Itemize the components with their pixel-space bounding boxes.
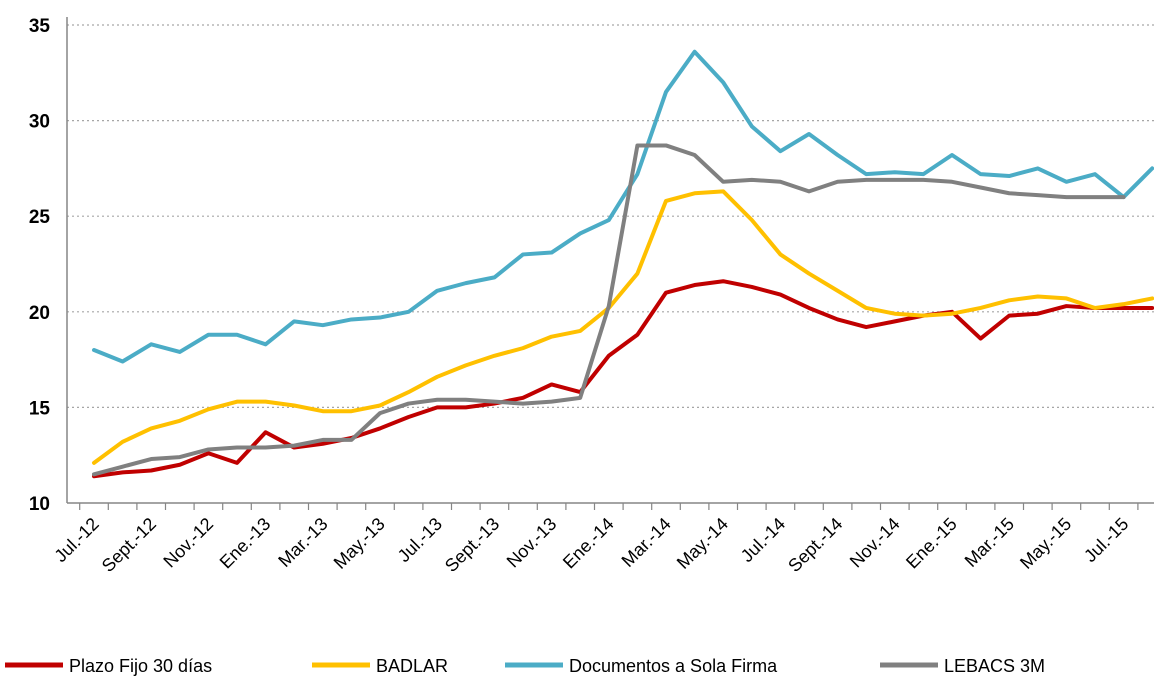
x-tick-label: May.-14 (673, 514, 732, 573)
series-line (92, 49, 1154, 364)
series-line (92, 143, 1126, 477)
x-tick-label: Jul.-13 (394, 514, 446, 566)
y-tick-label: 30 (29, 112, 50, 133)
x-tick-label: Sept.-12 (98, 514, 160, 576)
legend-label: Documentos a Sola Firma (569, 656, 778, 676)
y-tick-label: 25 (29, 207, 51, 228)
x-tick-label: Jul.-15 (1080, 514, 1132, 566)
x-tick-label: Mar.-15 (961, 514, 1018, 571)
x-tick-label: Nov.-13 (503, 514, 561, 572)
x-tick-label: Mar.-14 (618, 514, 675, 571)
y-tick-label: 20 (29, 303, 50, 324)
x-tick-label: Ene.-14 (559, 514, 618, 573)
legend-label: LEBACS 3M (944, 656, 1045, 676)
legend-label: BADLAR (376, 656, 448, 676)
x-tick-label: Nov.-14 (846, 514, 904, 572)
x-tick-label: Ene.-15 (902, 514, 961, 573)
x-tick-label: Jul.-14 (737, 514, 789, 566)
series-line (92, 279, 1154, 479)
x-tick-label: Mar.-13 (274, 514, 331, 571)
x-tick-label: May.-13 (330, 514, 389, 573)
y-tick-label: 10 (29, 494, 50, 515)
x-tick-label: Sept.-13 (441, 514, 503, 576)
x-tick-label: May.-15 (1016, 514, 1075, 573)
y-tick-label: 35 (29, 16, 51, 37)
series-line (92, 189, 1154, 465)
x-tick-label: Sept.-14 (784, 514, 846, 576)
x-tick-label: Nov.-12 (159, 514, 217, 572)
x-tick-label: Ene.-13 (216, 514, 275, 573)
y-tick-label: 15 (29, 398, 51, 419)
legend-label: Plazo Fijo 30 días (69, 656, 212, 676)
x-tick-label: Jul.-12 (50, 514, 102, 566)
